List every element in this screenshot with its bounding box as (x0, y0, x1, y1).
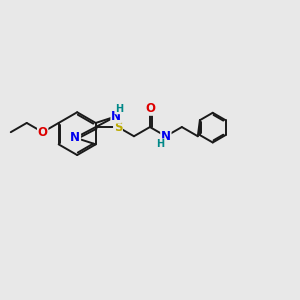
Text: S: S (114, 121, 122, 134)
Text: O: O (146, 102, 155, 115)
Text: N: N (70, 131, 80, 144)
Text: N: N (111, 110, 121, 123)
Text: H: H (157, 139, 165, 149)
Text: H: H (115, 103, 123, 114)
Text: O: O (38, 126, 48, 139)
Text: N: N (161, 130, 171, 143)
